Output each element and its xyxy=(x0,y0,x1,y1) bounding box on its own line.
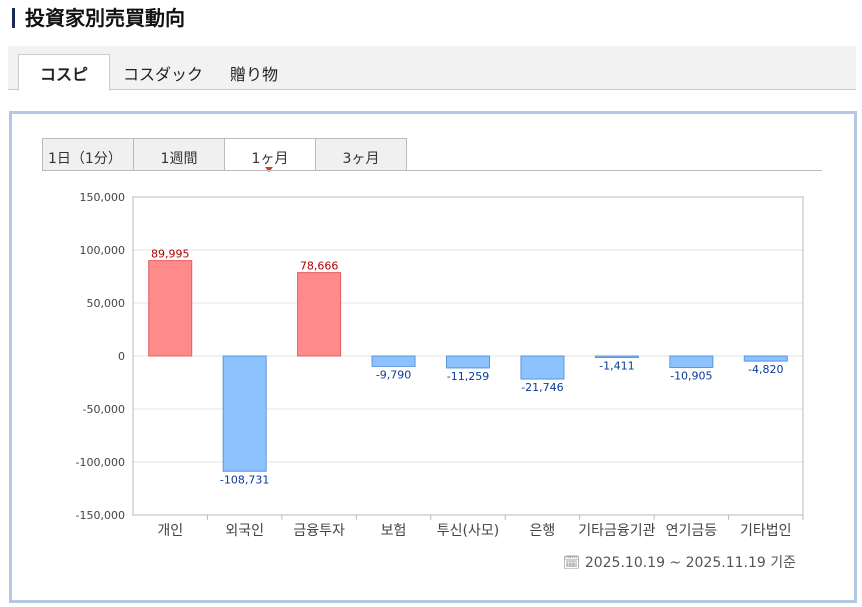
y-tick-label: 100,000 xyxy=(80,244,126,257)
chart-panel: 1日（1分） 1週間 1ヶ月 3ヶ月 🗓 2025.10.19 ~ 2025.1… xyxy=(9,111,857,603)
data-label: -10,905 xyxy=(670,370,712,383)
tab-gift[interactable]: 贈り物 xyxy=(230,65,279,84)
x-tick-label: 개인 xyxy=(157,523,183,539)
y-tick-label: -50,000 xyxy=(83,403,125,416)
x-tick-label: 연기금등 xyxy=(666,523,718,539)
bar xyxy=(594,355,639,358)
tab-1month[interactable]: 1ヶ月 xyxy=(224,138,316,171)
page-title: 投資家別売買動向 xyxy=(12,8,185,28)
tab-kosdaq[interactable]: コスダック xyxy=(123,65,204,84)
y-tick-label: -150,000 xyxy=(76,509,125,522)
calendar-clock-icon: 🗓 xyxy=(562,555,585,571)
plot-area xyxy=(132,196,804,516)
tab-1day[interactable]: 1日（1分） xyxy=(42,138,134,171)
bar xyxy=(297,272,342,357)
date-range: 🗓 2025.10.19 ~ 2025.11.19 기준 xyxy=(563,552,796,572)
tab-kospi[interactable]: コスピ xyxy=(18,54,110,91)
data-label: -11,259 xyxy=(447,370,489,383)
data-label: 89,995 xyxy=(151,248,190,261)
tab-1week[interactable]: 1週間 xyxy=(133,138,225,171)
market-tabs: コスピ コスダック 贈り物 xyxy=(8,46,856,91)
tab-divider xyxy=(42,170,822,171)
data-label: 78,666 xyxy=(300,260,339,273)
x-tick-label: 보험 xyxy=(381,523,407,539)
y-tick-label: 150,000 xyxy=(80,191,126,204)
active-tab-marker-icon xyxy=(265,167,273,172)
date-range-text: 2025.10.19 ~ 2025.11.19 기준 xyxy=(584,555,796,571)
bar xyxy=(669,355,714,369)
x-tick-label: 금융투자 xyxy=(293,523,345,539)
tab-3months[interactable]: 3ヶ月 xyxy=(315,138,407,171)
y-tick-label: 50,000 xyxy=(87,297,126,310)
bar xyxy=(743,355,788,362)
data-label: -108,731 xyxy=(220,473,269,486)
bar xyxy=(371,355,416,367)
data-label: -9,790 xyxy=(376,368,411,381)
data-label: -1,411 xyxy=(599,359,634,372)
y-tick-label: -100,000 xyxy=(76,456,125,469)
data-label: -21,746 xyxy=(521,381,563,394)
x-tick-label: 기타금융기관 xyxy=(578,523,655,539)
x-tick-label: 은행 xyxy=(530,523,556,539)
y-tick-label: 0 xyxy=(118,350,125,363)
bar xyxy=(148,260,193,357)
x-tick-label: 투신(사모) xyxy=(437,523,499,539)
bar xyxy=(446,355,490,369)
bar xyxy=(222,355,267,472)
x-tick-label: 외국인 xyxy=(225,523,264,539)
data-label: -4,820 xyxy=(748,363,783,376)
bar xyxy=(520,355,565,380)
x-tick-label: 기타법인 xyxy=(740,523,792,539)
